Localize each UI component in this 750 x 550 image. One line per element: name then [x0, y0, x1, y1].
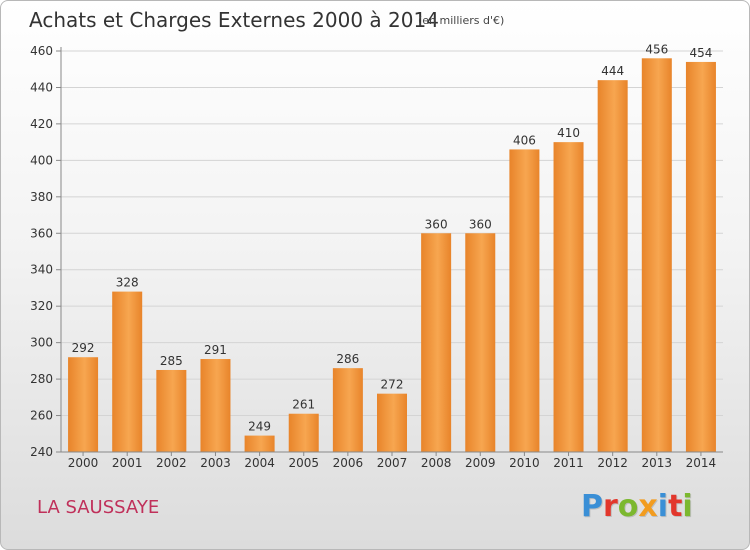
x-tick-label: 2002 [156, 456, 187, 470]
bar-2006 [332, 368, 363, 452]
y-tick-label: 400 [30, 153, 53, 167]
logo-letter: i [682, 489, 693, 524]
data-label: 291 [204, 343, 227, 357]
data-label: 454 [689, 46, 712, 60]
data-label: 328 [116, 276, 139, 290]
y-tick-label: 260 [30, 409, 53, 423]
logo-letter: o [617, 489, 639, 524]
bar-2012 [597, 80, 628, 452]
data-labels: 292 328 285 291 249 261 286 272 360 360 406 410 444 4… [72, 42, 713, 433]
data-label: 285 [160, 354, 183, 368]
y-tick-label: 440 [30, 80, 53, 94]
x-tick-label: 2014 [686, 456, 717, 470]
logo-letter: x [638, 489, 658, 524]
y-tick-label: 320 [30, 299, 53, 313]
data-label: 261 [292, 398, 315, 412]
x-tick-label: 2000 [68, 456, 99, 470]
logo-letter: i [657, 489, 669, 524]
bar-2010 [509, 149, 540, 452]
x-tick-label: 2004 [244, 456, 275, 470]
logo-letter: P [581, 489, 603, 524]
logo-letter: r [603, 489, 618, 524]
y-tick-label: 380 [30, 190, 53, 204]
x-tick-label: 2003 [200, 456, 231, 470]
unit-note: (en milliers d'€) [418, 14, 505, 27]
x-tick-label: 2010 [509, 456, 540, 470]
data-label: 410 [557, 126, 580, 140]
y-tick-label: 240 [30, 445, 53, 459]
bar-2001 [112, 291, 143, 452]
proxiti-logo: Proxiti [581, 489, 693, 524]
x-tick-label: 2011 [553, 456, 584, 470]
x-tick-label: 2012 [597, 456, 628, 470]
x-tick-label: 2008 [421, 456, 452, 470]
bar-2009 [465, 233, 496, 452]
data-label: 249 [248, 420, 271, 434]
data-label: 406 [513, 133, 536, 147]
bar-2005 [288, 413, 319, 452]
commune-name: LA SAUSSAYE [37, 497, 160, 518]
y-tick-label: 460 [30, 44, 53, 58]
x-tick-label: 2013 [642, 456, 673, 470]
y-tick-label: 280 [30, 372, 53, 386]
bar-2007 [377, 393, 407, 452]
chart-title: Achats et Charges Externes 2000 à 2014 [29, 8, 439, 32]
y-tick-label: 420 [30, 117, 53, 131]
data-label: 272 [381, 378, 404, 392]
bar-2000 [68, 357, 99, 452]
logo-letter: t [668, 489, 683, 524]
data-label: 286 [336, 352, 359, 366]
x-tick-label: 2009 [465, 456, 496, 470]
data-label: 360 [425, 217, 448, 231]
x-tick-label: 2001 [112, 456, 143, 470]
bar-2014 [685, 61, 716, 452]
data-label: 444 [601, 64, 624, 78]
bar-2008 [421, 233, 452, 452]
y-tick-label: 360 [30, 226, 53, 240]
y-tick-label: 300 [30, 336, 53, 350]
axes: 240 260 280 300 320 340 360 380 400 420 440 460 2000… [30, 44, 723, 470]
data-label: 292 [72, 341, 95, 355]
x-tick-label: 2007 [377, 456, 408, 470]
y-tick-label: 340 [30, 263, 53, 277]
bar-2013 [641, 58, 672, 453]
bars [68, 58, 716, 453]
x-tick-label: 2005 [288, 456, 319, 470]
data-label: 360 [469, 217, 492, 231]
x-tick-label: 2006 [333, 456, 364, 470]
bar-2004 [244, 435, 275, 452]
bar-2002 [156, 369, 187, 452]
bar-2003 [200, 359, 231, 452]
bar-2011 [553, 142, 584, 453]
data-label: 456 [645, 42, 668, 56]
